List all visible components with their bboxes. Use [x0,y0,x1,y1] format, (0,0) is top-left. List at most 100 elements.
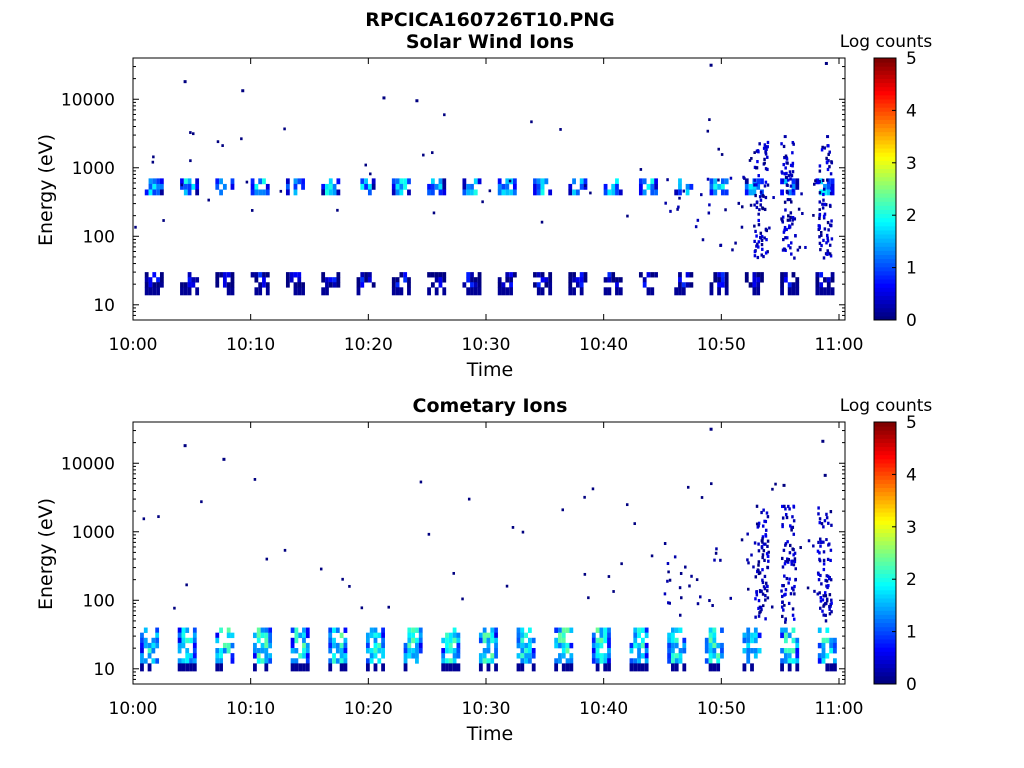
heatmap-cell [819,231,823,234]
heatmap-cell [757,240,761,244]
heatmap-cell [162,219,165,222]
heatmap-cell [764,519,768,524]
heatmap-cell [788,218,792,222]
heatmap-cell [826,277,831,283]
heatmap-cell [302,648,306,654]
y-tick-label: 10 [93,296,115,316]
heatmap-cell [678,627,683,633]
y-tick-label: 1000 [72,523,115,543]
heatmap-cell [548,272,553,278]
heatmap-cell [381,632,385,639]
heatmap-cell [762,585,766,589]
heatmap-cell [764,150,767,154]
heatmap-cell [826,183,831,190]
heatmap-cell [742,637,747,644]
heatmap-cell [494,663,498,672]
heatmap-cell [830,601,833,605]
heatmap-cell [744,272,749,278]
heatmap-cell [328,642,333,649]
heatmap-cell [391,287,396,296]
heatmap-cell [801,212,804,216]
heatmap-cell [752,272,757,278]
heatmap-cell [756,159,759,164]
colorbar-segment [874,610,896,615]
colorbar-segment [874,606,896,611]
heatmap-cell [791,178,796,185]
heatmap-cell [829,204,832,208]
heatmap-cell [157,515,160,519]
x-tick-label: 10:40 [579,335,628,355]
heatmap-cell [262,272,266,278]
heatmap-cell [289,272,294,278]
heatmap-cell [250,272,255,278]
heatmap-cell [265,287,270,296]
heatmap-cell [591,648,596,654]
heatmap-cell [187,189,192,196]
heatmap-cell [826,135,830,139]
heatmap-cell [724,277,729,283]
heatmap-cell [766,539,770,543]
heatmap-cell [151,637,156,644]
heatmap-cell [268,658,273,664]
heatmap-cell [724,189,729,196]
colorbar-segment [874,503,896,509]
heatmap-cell [561,632,566,639]
heatmap-cell [140,642,144,649]
colorbar-segment [874,499,896,505]
heatmap-cell [822,540,825,544]
colorbar-tick-label: 1 [906,623,917,643]
heatmap-cell [640,653,645,659]
heatmap-cell [377,658,382,664]
heatmap-cell [812,213,815,217]
heatmap-cell [818,224,821,228]
heatmap-cell [755,205,759,210]
heatmap-cell [757,632,762,639]
heatmap-cell [815,282,820,288]
heatmap-cell [369,632,374,639]
heatmap-cell [430,189,435,196]
colorbar-segment [874,115,896,120]
heatmap-cell [565,658,570,664]
heatmap-cell [579,277,584,283]
heatmap-cell [750,632,754,639]
heatmap-cell [720,272,725,278]
heatmap-cell [536,189,541,196]
heatmap-cell [505,183,510,190]
heatmap-cell [462,178,467,185]
heatmap-cell [637,632,641,639]
heatmap-cell [784,166,787,170]
heatmap-cell [524,632,528,639]
colorbar-tick-label: 0 [906,675,917,695]
heatmap-cell [821,648,826,654]
x-tick-label: 10:50 [697,699,746,719]
heatmap-cell [572,178,576,185]
colorbar-segment [874,487,896,493]
heatmap-cell [663,542,667,546]
heatmap-cell [360,272,365,278]
heatmap-cell [156,287,160,296]
heatmap-cell [430,183,435,190]
heatmap-cell [707,211,711,215]
heatmap-cell [761,580,765,585]
heatmap-cell [407,282,411,288]
heatmap-cell [365,632,370,639]
heatmap-cell [793,256,796,260]
heatmap-cell [144,272,149,278]
colorbar-segment [874,598,896,603]
heatmap-cell [448,642,453,649]
heatmap-cell [438,277,443,283]
heatmap-cell [826,178,831,185]
heatmap-cell [328,663,333,672]
heatmap-cell [821,653,826,659]
heatmap-cell [638,272,643,278]
heatmap-cell [780,632,784,639]
colorbar-segment [874,569,896,574]
heatmap-cell [791,189,795,193]
heatmap-cell [494,642,498,649]
heatmap-cell [373,627,378,633]
heatmap-cell [780,170,784,174]
heatmap-cell [456,637,461,644]
heatmap-cell [466,277,471,283]
heatmap-cell [364,183,368,190]
heatmap-cell [791,215,795,220]
